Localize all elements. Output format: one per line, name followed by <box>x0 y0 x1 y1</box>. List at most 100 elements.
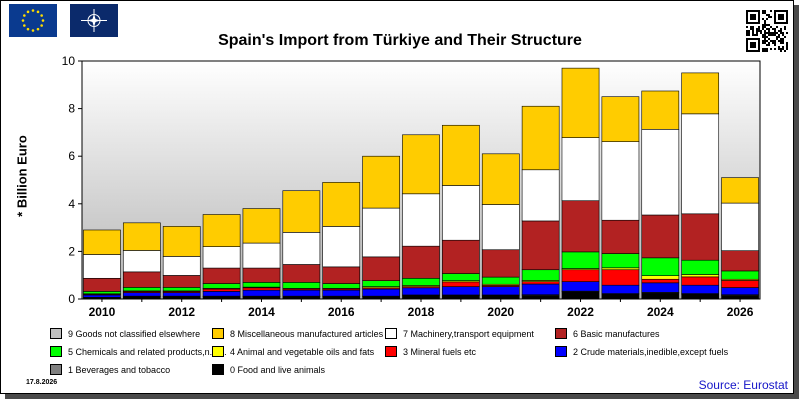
bar-segment-2013-s5 <box>202 283 241 289</box>
bar-segment-2012-s8 <box>162 226 201 257</box>
legend-item: 4 Animal and vegetable oils and fats <box>212 346 374 357</box>
bar-segment-2020-s6 <box>481 249 520 278</box>
bar-segment-2012-s0 <box>162 296 201 300</box>
bar-segment-2017-s6 <box>362 256 400 281</box>
legend-item: 7 Machinery,transport equipment <box>385 328 534 339</box>
x-tick-label: 2014 <box>248 305 275 319</box>
bar-segment-2021-s3 <box>521 281 560 285</box>
bar-segment-2024-s5 <box>641 257 680 276</box>
legend-item: 0 Food and live animals <box>212 364 325 375</box>
bar-segment-2012-s6 <box>162 275 201 288</box>
legend-swatch <box>555 346 567 357</box>
bar-segment-2017-s8 <box>362 155 400 209</box>
legend-swatch <box>50 364 62 375</box>
legend-swatch <box>555 328 567 339</box>
bar-segment-2011-s6 <box>122 271 161 288</box>
bar-segment-2023-s7 <box>601 141 640 221</box>
bar-segment-2025-s2 <box>681 284 720 294</box>
bar-segment-2012-s5 <box>162 287 201 292</box>
bar-segment-2011-s0 <box>122 296 161 300</box>
bar-segment-2016-s6 <box>322 266 361 284</box>
y-tick-label: 10 <box>62 54 76 68</box>
legend-label: 5 Chemicals and related products,n.e.s. <box>68 346 227 357</box>
legend-swatch <box>50 328 62 339</box>
bar-segment-2014-s7 <box>242 242 281 269</box>
bar-segment-2011-s7 <box>122 250 161 273</box>
bar-segment-2019-s5 <box>442 273 480 281</box>
legend-swatch <box>212 346 224 357</box>
bar-segment-2017-s7 <box>362 207 400 258</box>
x-tick-label: 2012 <box>168 305 195 319</box>
bar-segment-2010-s8 <box>83 229 121 255</box>
chart-title: Spain's Import from Türkiye and Their St… <box>218 32 582 49</box>
legend-item: 2 Crude materials,inedible,except fuels <box>555 346 728 357</box>
y-tick-label: 0 <box>68 292 75 306</box>
bar-segment-2016-s0 <box>322 296 361 300</box>
bar-segment-2023-s8 <box>601 96 640 142</box>
bar-segment-2020-s8 <box>481 153 520 205</box>
bar-segment-2023-s5 <box>601 253 640 269</box>
bar-segment-2021-s7 <box>521 169 560 222</box>
bar-segment-2026-s8 <box>721 177 759 204</box>
bar-segment-2025-s8 <box>681 72 720 115</box>
bar-segment-2023-s0 <box>601 293 640 300</box>
bar-segment-2026-s0 <box>721 295 759 300</box>
bar-segment-2022-s3 <box>561 269 600 282</box>
bar-segment-2026-s6 <box>721 250 759 272</box>
bar-segment-2020-s2 <box>481 286 520 296</box>
bar-segment-2014-s8 <box>242 208 281 244</box>
bar-segment-2022-s0 <box>561 291 600 300</box>
bar-segment-2015-s0 <box>282 296 321 300</box>
y-tick-label: 2 <box>68 244 75 258</box>
legend-label: 6 Basic manufactures <box>573 328 660 339</box>
bar-segment-2014-s5 <box>242 282 281 288</box>
bar-segment-2013-s0 <box>202 296 241 300</box>
bar-segment-2021-s8 <box>521 105 560 171</box>
bar-segment-2025-s7 <box>681 113 720 215</box>
bar-segment-2025-s3 <box>681 276 720 286</box>
bar-segment-2019-s0 <box>442 295 480 300</box>
legend-label: 2 Crude materials,inedible,except fuels <box>573 346 729 357</box>
bar-segment-2021-s2 <box>521 283 560 296</box>
bar-segment-2025-s5 <box>681 259 720 275</box>
bar-segment-2016-s2 <box>322 289 361 297</box>
eu-flag-icon <box>9 4 57 37</box>
bar-segment-2020-s0 <box>481 295 520 300</box>
legend-label: 4 Animal and vegetable oils and fats <box>230 346 375 357</box>
bar-segment-2015-s2 <box>282 289 321 297</box>
legend-item: 1 Beverages and tobacco <box>50 364 170 375</box>
bar-segment-2024-s7 <box>641 129 680 216</box>
bar-segment-2015-s6 <box>282 264 321 283</box>
bar-segment-2010-s5 <box>83 291 121 295</box>
x-tick-label: 2016 <box>328 305 355 319</box>
legend-swatch <box>212 328 224 339</box>
bar-segment-2014-s2 <box>242 289 281 297</box>
x-tick-label: 2022 <box>567 305 594 319</box>
bar-segment-2022-s8 <box>561 67 600 138</box>
bar-segment-2017-s2 <box>362 288 400 297</box>
legend-item: 3 Mineral fuels etc <box>385 346 476 357</box>
bar-segment-2023-s3 <box>601 269 640 286</box>
bar-segment-2021-s6 <box>521 220 560 271</box>
bar-segment-2025-s4 <box>681 274 720 278</box>
bar-segment-2024-s6 <box>641 214 680 259</box>
bar-segment-2014-s3 <box>242 287 281 291</box>
bar-segment-2011-s5 <box>122 287 161 292</box>
bar-segment-2016-s7 <box>322 226 361 268</box>
bar-segment-2024-s4 <box>641 275 680 280</box>
bar-segment-2013-s2 <box>202 291 241 297</box>
legend-label: 0 Food and live animals <box>230 364 326 375</box>
bar-segment-2024-s2 <box>641 282 680 293</box>
legend-label: 8 Miscellaneous manufactured articles <box>230 328 384 339</box>
bar-segment-2013-s8 <box>202 214 241 247</box>
bar-segment-2026-s2 <box>721 287 759 296</box>
legend-item: 9 Goods not classified elsewhere <box>50 328 200 339</box>
source-link[interactable]: Source: Eurostat <box>698 378 788 392</box>
bar-segment-2021-s5 <box>521 269 560 281</box>
qr-code-icon[interactable] <box>746 10 788 52</box>
bar-segment-2010-s7 <box>83 254 121 279</box>
x-tick-label: 2018 <box>408 305 435 319</box>
bar-segment-2019-s7 <box>442 185 480 241</box>
x-tick-label: 2020 <box>487 305 514 319</box>
bar-segment-2020-s5 <box>481 276 520 285</box>
